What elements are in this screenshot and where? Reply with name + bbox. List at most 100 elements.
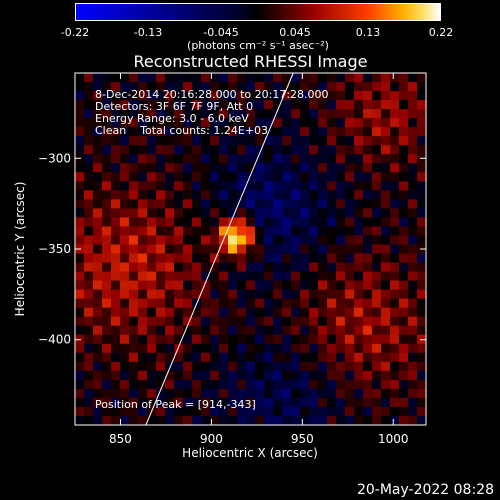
heatmap-cell — [129, 226, 139, 237]
heatmap-cell — [102, 172, 112, 182]
heatmap-cell — [309, 343, 319, 354]
heatmap-cell — [84, 352, 94, 363]
heatmap-cell — [336, 343, 346, 354]
heatmap-cell — [111, 280, 121, 291]
heatmap-cell — [282, 253, 292, 264]
heatmap-cell — [201, 145, 211, 155]
heatmap-cell — [300, 397, 310, 408]
heatmap-cell — [120, 199, 130, 209]
heatmap-cell — [300, 307, 310, 318]
heatmap-cell — [291, 343, 301, 354]
heatmap-cell — [255, 334, 265, 345]
heatmap-cell — [102, 271, 112, 282]
heatmap-cell — [336, 82, 346, 92]
heatmap-cell — [264, 253, 274, 264]
heatmap-cell — [120, 154, 130, 164]
heatmap-cell — [417, 370, 427, 381]
heatmap-cell — [363, 325, 373, 336]
heatmap-cell — [300, 334, 310, 345]
heatmap-cell — [183, 343, 193, 354]
heatmap-cell — [318, 109, 328, 119]
heatmap-cell — [336, 406, 346, 417]
heatmap-cell — [408, 307, 418, 318]
heatmap-cell — [318, 298, 328, 309]
heatmap-cell — [309, 397, 319, 408]
heatmap-cell — [363, 406, 373, 417]
heatmap-cell — [345, 136, 355, 146]
heatmap-cell — [390, 352, 400, 363]
heatmap-cell — [363, 235, 373, 246]
heatmap-cell — [408, 388, 418, 399]
heatmap-cell — [354, 280, 364, 291]
heatmap-cell — [327, 154, 337, 164]
heatmap-cell — [399, 352, 409, 363]
heatmap-cell — [399, 226, 409, 237]
heatmap-cell — [300, 199, 310, 209]
heatmap-cell — [381, 289, 391, 300]
heatmap-cell — [120, 307, 130, 318]
heatmap-cell — [111, 298, 121, 309]
heatmap-cell — [390, 145, 400, 155]
heatmap-cell — [147, 73, 157, 83]
heatmap-cell — [381, 352, 391, 363]
heatmap-cell — [129, 271, 139, 282]
heatmap-cell — [201, 379, 211, 390]
heatmap-cell — [84, 136, 94, 146]
heatmap-cell — [354, 307, 364, 318]
heatmap-cell — [246, 154, 256, 164]
heatmap-cell — [318, 226, 328, 237]
heatmap-cell — [273, 244, 283, 255]
heatmap-cell — [264, 199, 274, 209]
heatmap-cell — [183, 370, 193, 381]
heatmap-cell — [264, 109, 274, 119]
heatmap-cell — [246, 172, 256, 182]
heatmap-cell — [237, 325, 247, 336]
heatmap-cell — [381, 100, 391, 110]
chart-title: Reconstructed RHESSI Image — [133, 52, 368, 71]
heatmap-cell — [381, 244, 391, 255]
heatmap-cell — [381, 307, 391, 318]
heatmap-cell — [345, 217, 355, 228]
heatmap-cell — [165, 325, 175, 336]
heatmap-cell — [147, 199, 157, 209]
heatmap-cell — [309, 190, 319, 200]
heatmap-cell — [372, 397, 382, 408]
heatmap-cell — [246, 352, 256, 363]
heatmap-cell — [318, 415, 328, 426]
colorbar — [75, 3, 441, 21]
heatmap-cell — [165, 145, 175, 155]
heatmap-cell — [255, 163, 265, 173]
heatmap-cell — [138, 199, 148, 209]
heatmap-cell — [354, 127, 364, 137]
heatmap-cell — [291, 199, 301, 209]
heatmap-cell — [201, 334, 211, 345]
heatmap-cell — [147, 172, 157, 182]
heatmap-cell — [84, 298, 94, 309]
heatmap-cell — [273, 370, 283, 381]
heatmap-cell — [336, 316, 346, 327]
heatmap-cell — [363, 190, 373, 200]
heatmap-cell — [354, 379, 364, 390]
heatmap-cell — [111, 361, 121, 372]
heatmap-cell — [138, 379, 148, 390]
heatmap-cell — [372, 127, 382, 137]
heatmap-cell — [111, 352, 121, 363]
heatmap-cell — [156, 172, 166, 182]
heatmap-cell — [390, 82, 400, 92]
heatmap-cell — [138, 145, 148, 155]
heatmap-cell — [336, 118, 346, 128]
heatmap-cell — [129, 370, 139, 381]
heatmap-cell — [336, 370, 346, 381]
heatmap-cell — [264, 100, 274, 110]
heatmap-cell — [318, 334, 328, 345]
heatmap-cell — [318, 388, 328, 399]
heatmap-cell — [147, 136, 157, 146]
heatmap-cell — [327, 172, 337, 182]
heatmap-cell — [102, 415, 112, 426]
heatmap-cell — [219, 415, 229, 426]
heatmap-cell — [237, 235, 247, 246]
heatmap-cell — [219, 199, 229, 209]
heatmap-cell — [327, 127, 337, 137]
heatmap-cell — [111, 307, 121, 318]
heatmap-cell — [345, 226, 355, 237]
